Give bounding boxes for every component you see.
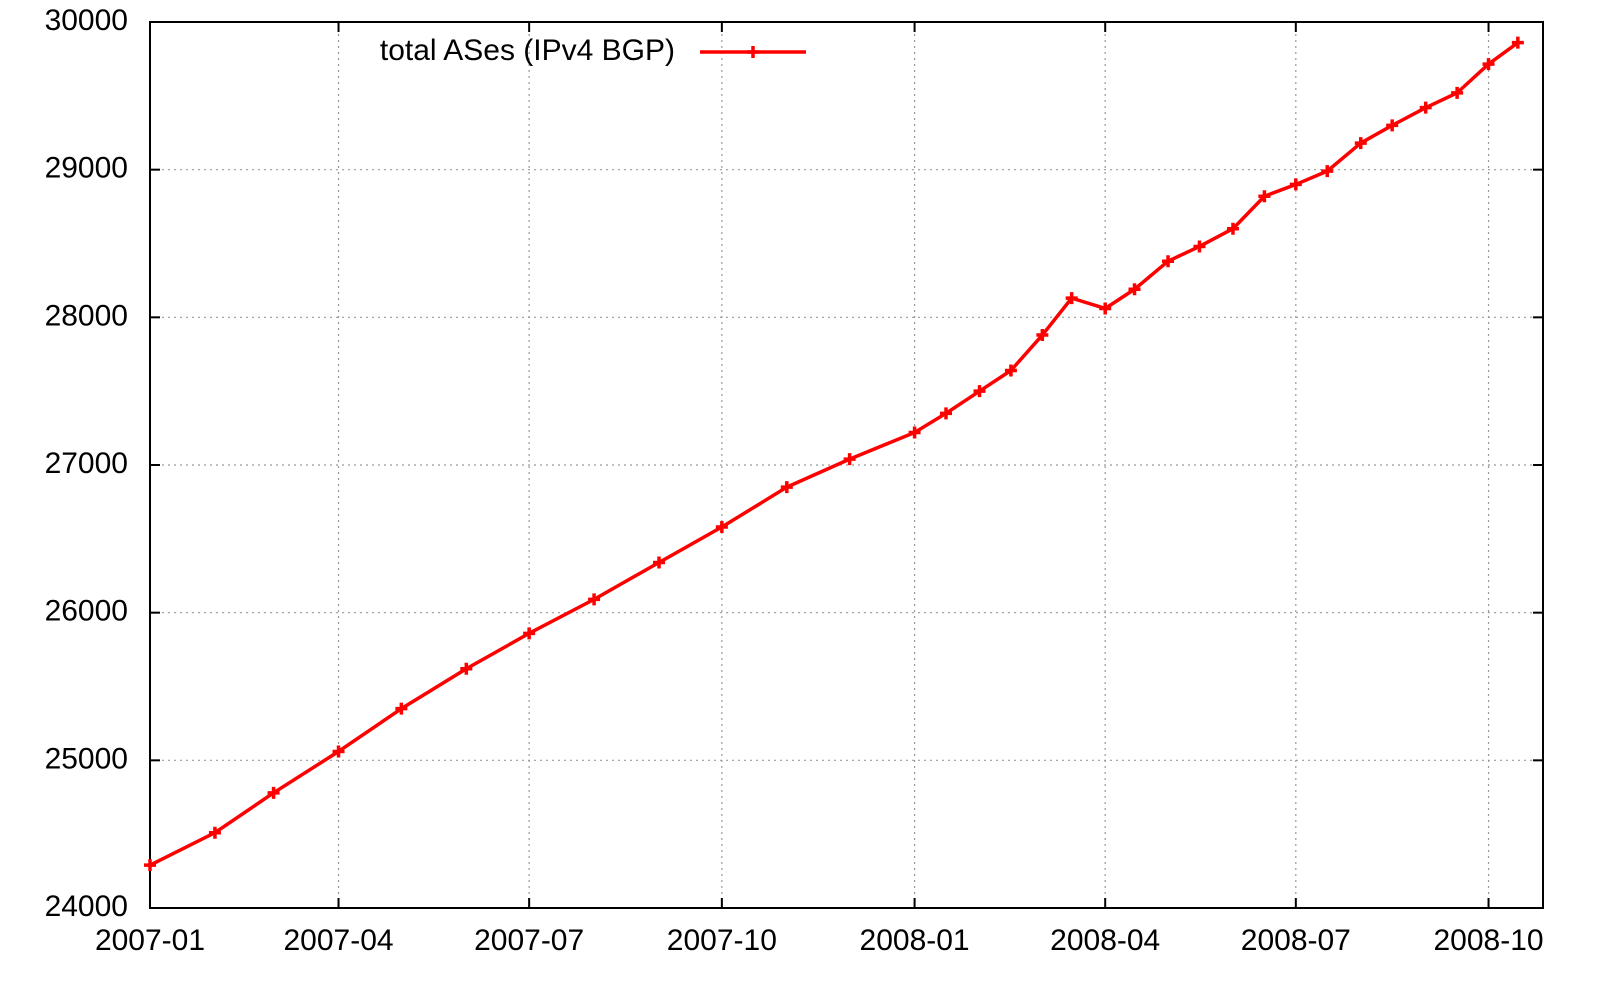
point-marker [208, 826, 221, 839]
point-marker [1451, 86, 1464, 99]
x-tick-label: 2008-01 [860, 924, 970, 957]
point-marker [715, 521, 728, 534]
point-marker [1065, 292, 1078, 305]
point-marker [1419, 101, 1432, 114]
point-marker [1289, 178, 1302, 191]
point-marker [1162, 255, 1175, 268]
x-tick-label: 2007-10 [667, 924, 777, 957]
point-marker [1511, 36, 1524, 49]
point-marker [940, 407, 952, 420]
point-marker [973, 385, 986, 398]
x-tick-label: 2008-10 [1433, 924, 1543, 957]
legend-label: total ASes (IPv4 BGP) [380, 34, 675, 67]
y-tick-label: 29000 [45, 152, 128, 185]
point-marker [332, 745, 345, 758]
point-marker [1386, 119, 1399, 132]
point-marker [523, 627, 536, 640]
legend-marker [747, 46, 759, 58]
point-marker [1482, 58, 1495, 71]
point-marker [653, 556, 666, 569]
point-marker [1099, 302, 1112, 315]
y-tick-label: 28000 [45, 299, 128, 332]
point-marker [780, 481, 793, 494]
x-tick-label: 2007-04 [283, 924, 393, 957]
point-marker [395, 702, 408, 715]
y-tick-label: 25000 [45, 742, 128, 775]
x-tick-label: 2008-04 [1050, 924, 1160, 957]
point-marker [1321, 165, 1334, 178]
point-marker [1128, 283, 1141, 296]
x-tick-label: 2008-07 [1241, 924, 1351, 957]
point-marker [908, 426, 921, 439]
point-marker [1354, 137, 1367, 150]
y-tick-label: 24000 [45, 890, 128, 923]
point-marker [460, 662, 473, 675]
y-tick-label: 27000 [45, 447, 128, 480]
y-tick-label: 30000 [45, 4, 128, 37]
point-marker [843, 453, 856, 466]
x-tick-label: 2007-07 [474, 924, 584, 957]
point-marker [1193, 240, 1206, 253]
point-marker [1004, 364, 1017, 377]
point-marker [1036, 329, 1049, 342]
x-tick-label: 2007-01 [95, 924, 205, 957]
y-tick-label: 26000 [45, 595, 128, 628]
point-marker [144, 859, 156, 872]
point-marker [1258, 190, 1271, 203]
point-marker [1226, 222, 1239, 235]
series-line [149, 41, 1519, 867]
point-marker [267, 786, 280, 799]
point-marker [588, 593, 601, 606]
